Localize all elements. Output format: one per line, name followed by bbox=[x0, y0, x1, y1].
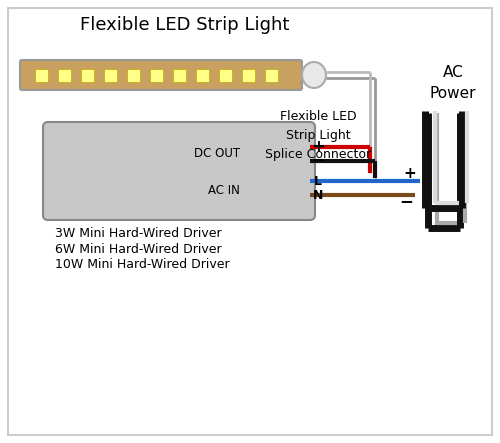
Text: L: L bbox=[314, 175, 322, 187]
Text: −: − bbox=[399, 192, 413, 210]
Text: 6W Mini Hard-Wired Driver: 6W Mini Hard-Wired Driver bbox=[55, 242, 222, 256]
Text: AC
Power: AC Power bbox=[430, 65, 476, 101]
Bar bbox=[104, 69, 117, 82]
Ellipse shape bbox=[302, 62, 326, 88]
Text: +: + bbox=[404, 166, 416, 180]
Text: AC IN: AC IN bbox=[208, 183, 240, 197]
Text: N: N bbox=[313, 189, 323, 202]
Text: 3W Mini Hard-Wired Driver: 3W Mini Hard-Wired Driver bbox=[55, 226, 222, 240]
Text: 10W Mini Hard-Wired Driver: 10W Mini Hard-Wired Driver bbox=[55, 259, 230, 272]
Bar bbox=[81, 69, 94, 82]
Bar bbox=[219, 69, 232, 82]
Bar bbox=[265, 69, 278, 82]
Bar bbox=[127, 69, 140, 82]
FancyBboxPatch shape bbox=[43, 122, 315, 220]
Bar bbox=[35, 69, 48, 82]
Text: +: + bbox=[311, 138, 325, 156]
Text: −: − bbox=[310, 152, 326, 170]
FancyBboxPatch shape bbox=[20, 60, 302, 90]
Bar bbox=[196, 69, 209, 82]
Bar bbox=[58, 69, 71, 82]
Bar bbox=[242, 69, 255, 82]
Text: Flexible LED
Strip Light
Splice Connector: Flexible LED Strip Light Splice Connecto… bbox=[265, 109, 371, 160]
Text: DC OUT: DC OUT bbox=[194, 147, 240, 159]
Bar bbox=[173, 69, 186, 82]
Bar bbox=[150, 69, 163, 82]
Text: Flexible LED Strip Light: Flexible LED Strip Light bbox=[80, 16, 290, 34]
